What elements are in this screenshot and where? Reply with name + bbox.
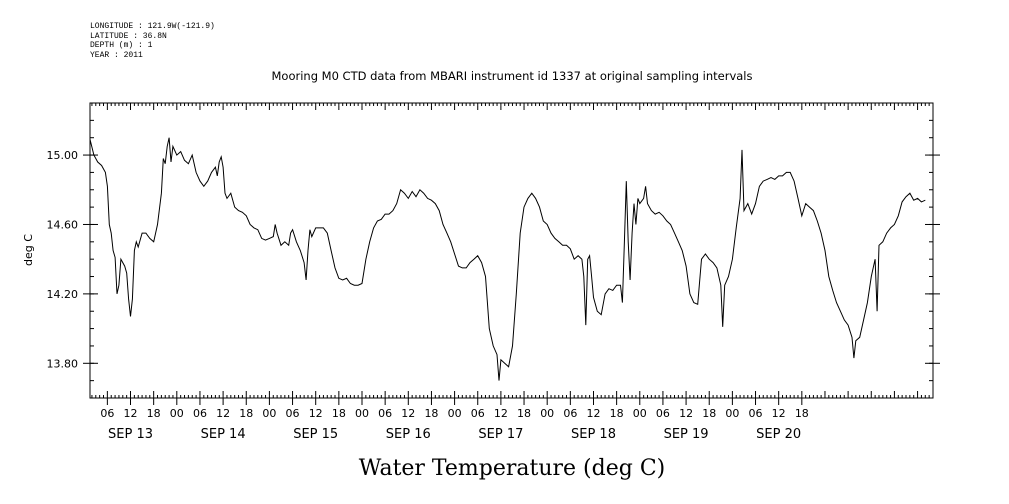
longitude-text: LONGITUDE : 121.9W(-121.9): [90, 22, 215, 31]
temperature-series-line: [89, 137, 926, 381]
y-tick-label: 14.60: [47, 218, 79, 231]
x-hour-label: 18: [795, 407, 809, 420]
x-hour-label: 18: [424, 407, 438, 420]
x-day-label: SEP 15: [293, 427, 338, 442]
x-hour-label: 00: [262, 407, 276, 420]
x-hour-label: 00: [448, 407, 462, 420]
x-hour-label: 12: [401, 407, 415, 420]
x-hour-label: 12: [679, 407, 693, 420]
x-hour-label: 18: [239, 407, 253, 420]
x-day-label: SEP 20: [756, 427, 801, 442]
x-day-label: SEP 16: [386, 427, 431, 442]
x-hour-label: 00: [540, 407, 554, 420]
x-day-label: SEP 14: [201, 427, 246, 442]
x-hour-label: 18: [702, 407, 716, 420]
chart-title: Mooring M0 CTD data from MBARI instrumen…: [272, 69, 753, 83]
x-hour-label: 18: [147, 407, 161, 420]
x-day-label: SEP 13: [108, 427, 153, 442]
y-tick-label: 15.00: [47, 149, 79, 162]
x-hour-label: 18: [332, 407, 346, 420]
depth-text: DEPTH (m) : 1: [90, 41, 153, 50]
x-hour-label: 12: [309, 407, 323, 420]
x-hour-label: 12: [124, 407, 138, 420]
x-axis-title: Water Temperature (deg C): [359, 456, 666, 481]
x-hour-label: 06: [286, 407, 300, 420]
y-axis-label: deg C: [22, 234, 35, 266]
latitude-text: LATITUDE : 36.8N: [90, 31, 167, 41]
plot-frame: [89, 102, 934, 399]
x-hour-label: 12: [586, 407, 600, 420]
y-axis: 13.80 14.20 14.60 15.00: [47, 119, 940, 382]
y-tick-label: 13.80: [47, 357, 79, 370]
x-hour-label: 00: [170, 407, 184, 420]
x-hour-label: 18: [610, 407, 624, 420]
x-day-label: SEP 17: [478, 427, 523, 442]
x-hour-label: 06: [471, 407, 485, 420]
x-hour-label: 06: [193, 407, 207, 420]
x-hour-label: 00: [725, 407, 739, 420]
x-hour-label: 06: [563, 407, 577, 420]
x-hour-label: 06: [749, 407, 763, 420]
x-hour-label: 12: [772, 407, 786, 420]
x-day-label: SEP 18: [571, 427, 616, 442]
x-hour-label: 06: [656, 407, 670, 420]
x-hour-label: 06: [378, 407, 392, 420]
year-text: YEAR : 2011: [90, 50, 143, 60]
x-hour-label: 00: [355, 407, 369, 420]
x-hour-label: 18: [517, 407, 531, 420]
x-hour-label: 12: [494, 407, 508, 420]
x-day-label: SEP 19: [664, 427, 709, 442]
x-hour-label: 00: [633, 407, 647, 420]
station-metadata: LONGITUDE : 121.9W(-121.9) LATITUDE : 36…: [90, 22, 215, 60]
x-hour-label: 12: [216, 407, 230, 420]
x-hour-label: 06: [100, 407, 114, 420]
y-tick-label: 14.20: [47, 288, 79, 301]
x-axis: 06 12 18 00 06 12 18 00 06 12 18 00 06 12 18 00 06 12 18 00…: [91, 103, 930, 442]
